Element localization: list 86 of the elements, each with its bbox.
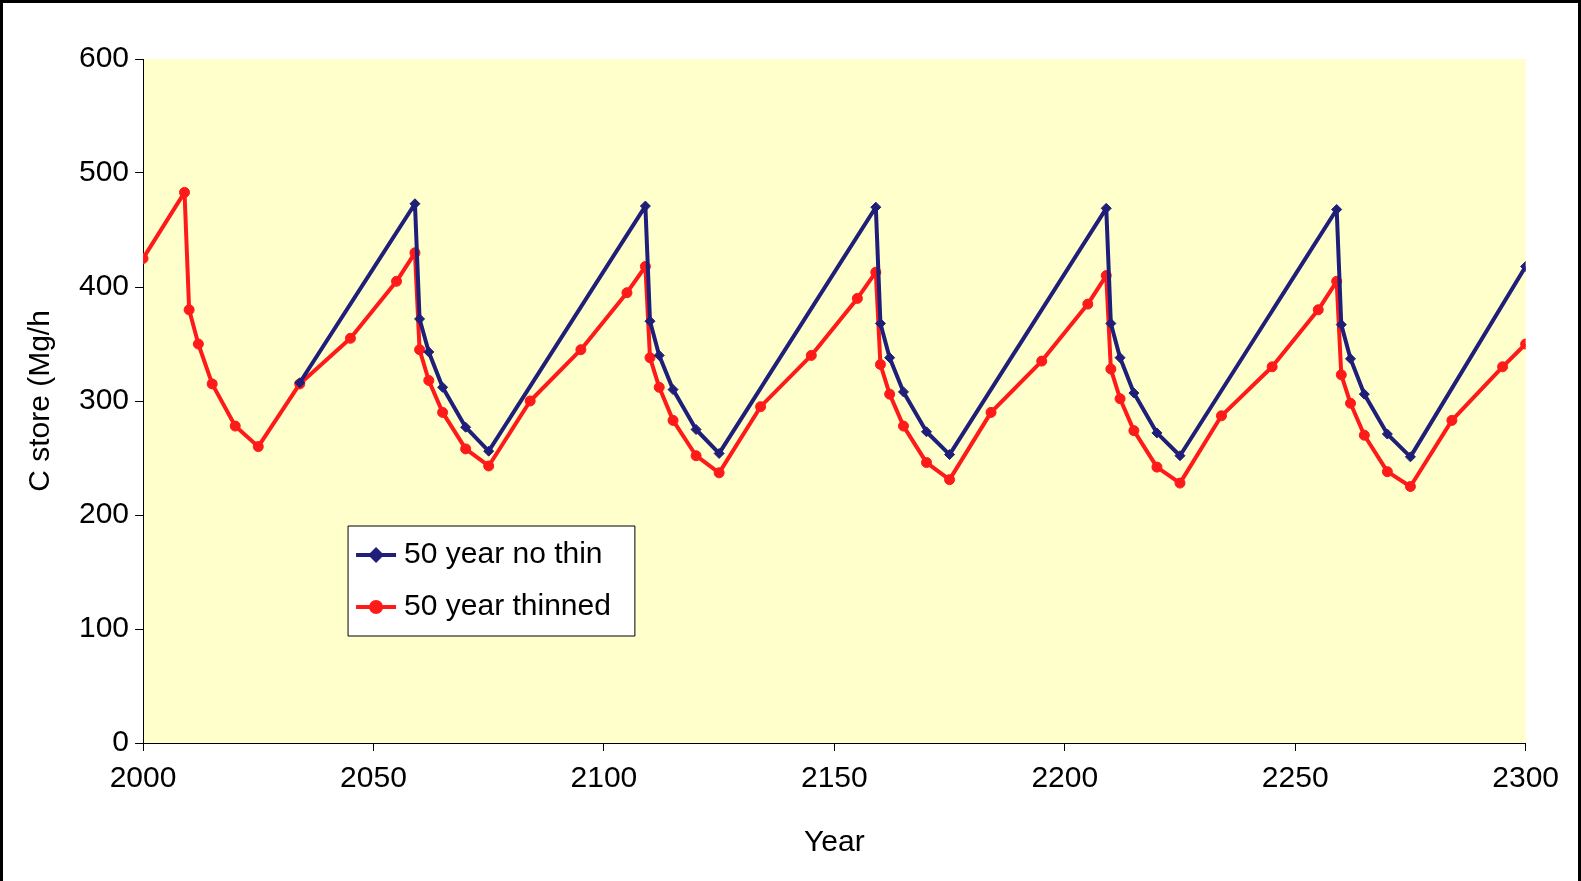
point — [985, 406, 997, 418]
point — [1381, 428, 1393, 440]
point — [1036, 355, 1048, 367]
point — [884, 388, 896, 400]
point — [414, 344, 426, 356]
point — [229, 420, 241, 432]
point — [1215, 410, 1227, 422]
point — [874, 359, 886, 371]
point — [713, 447, 725, 459]
point — [921, 426, 933, 438]
point — [653, 381, 665, 393]
legend-label: 50 year thinned — [404, 588, 611, 622]
legend-label: 50 year no thin — [404, 536, 603, 570]
point — [1114, 352, 1126, 364]
point — [1151, 461, 1163, 473]
point — [483, 460, 495, 472]
y-tick-label: 200 — [78, 496, 130, 530]
point — [423, 374, 435, 386]
point — [437, 406, 449, 418]
y-tick-label: 600 — [78, 40, 130, 74]
point — [690, 424, 702, 435]
point — [1114, 393, 1126, 405]
point — [1345, 397, 1356, 409]
point — [667, 414, 679, 426]
point — [575, 344, 587, 356]
point — [206, 378, 218, 390]
y-tick-label: 400 — [78, 268, 130, 302]
point — [1358, 429, 1370, 441]
point — [1446, 414, 1458, 426]
point — [1358, 388, 1370, 400]
point — [690, 450, 702, 462]
point — [1174, 477, 1186, 489]
y-tick-label: 300 — [78, 382, 130, 416]
point — [653, 349, 665, 361]
point — [621, 287, 633, 299]
point — [921, 457, 933, 469]
point — [1335, 369, 1347, 381]
y-tick-label: 0 — [112, 724, 130, 758]
point — [755, 401, 767, 413]
point — [524, 395, 536, 407]
point — [1345, 353, 1356, 365]
point — [897, 386, 909, 398]
point — [1174, 450, 1186, 462]
point — [391, 275, 403, 287]
x-tick-label: 2150 — [800, 760, 868, 794]
point — [667, 384, 679, 396]
x-tick-label: 2100 — [570, 760, 638, 794]
point — [1128, 425, 1140, 437]
point — [944, 474, 956, 486]
point — [1381, 466, 1393, 478]
point — [344, 332, 356, 344]
point — [252, 441, 264, 453]
point — [644, 352, 656, 364]
point — [460, 443, 472, 455]
point — [1331, 203, 1343, 215]
point — [805, 349, 817, 361]
point — [1312, 304, 1324, 316]
point — [423, 346, 435, 358]
point — [713, 467, 725, 479]
point — [183, 304, 195, 316]
x-tick-label: 2250 — [1261, 760, 1329, 794]
point — [1497, 361, 1509, 373]
x-tick-label: 2200 — [1031, 760, 1099, 794]
point — [1128, 387, 1140, 399]
x-tick-label: 2050 — [340, 760, 407, 794]
y-tick-label: 100 — [78, 610, 130, 644]
point — [1404, 451, 1416, 463]
point — [1151, 427, 1163, 439]
point — [483, 445, 495, 457]
x-axis-title: Year — [804, 824, 865, 858]
x-tick-label: 2000 — [109, 760, 177, 794]
point — [851, 292, 863, 304]
point — [192, 338, 204, 350]
point — [460, 421, 472, 433]
point — [944, 449, 956, 461]
point — [1266, 361, 1278, 373]
point — [1404, 481, 1416, 492]
point — [1082, 298, 1094, 310]
point — [884, 352, 896, 364]
y-tick-label: 500 — [78, 154, 130, 188]
point — [437, 381, 449, 393]
point — [179, 186, 191, 198]
y-axis-title: C store (Mg/h — [22, 310, 56, 492]
point — [1105, 363, 1117, 375]
point — [897, 420, 909, 432]
x-tick-label: 2300 — [1492, 760, 1560, 794]
